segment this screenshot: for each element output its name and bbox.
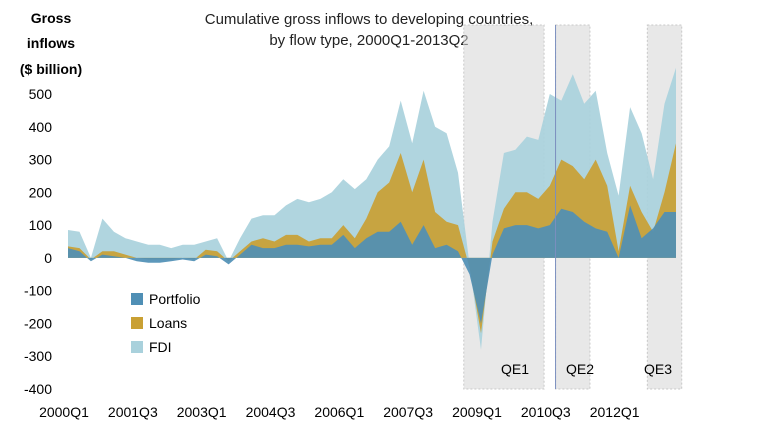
- qe-labels: QE1 QE2 QE3: [501, 361, 672, 377]
- x-ticks: 2000Q1 2001Q3 2003Q1 2004Q3 2006Q1 2007Q3 2009…: [39, 404, 640, 420]
- chart-title-line2: by flow type, 2000Q1-2013Q2: [269, 32, 468, 49]
- y-axis-label-line1: Gross: [31, 10, 72, 26]
- x-tick-label: 2000Q1: [39, 404, 89, 420]
- x-tick-label: 2010Q3: [521, 404, 571, 420]
- y-tick-label: 200: [29, 184, 53, 200]
- y-tick-label: -400: [24, 381, 52, 397]
- legend-label-loans: Loans: [149, 315, 187, 331]
- y-tick-label: 500: [29, 86, 53, 102]
- area-series: [68, 67, 676, 350]
- y-tick-label: -100: [24, 283, 52, 299]
- y-tick-label: 300: [29, 152, 53, 168]
- y-tick-label: 100: [29, 217, 53, 233]
- x-tick-label: 2006Q1: [314, 404, 364, 420]
- qe-label-3: QE3: [644, 361, 672, 377]
- x-tick-label: 2001Q3: [108, 404, 158, 420]
- qe-label-1: QE1: [501, 361, 529, 377]
- legend-label-fdi: FDI: [149, 339, 172, 355]
- area-portfolio: [68, 205, 676, 324]
- legend-swatch-loans: [131, 317, 143, 329]
- legend: Portfolio Loans FDI: [131, 291, 201, 355]
- x-tick-label: 2012Q1: [590, 404, 640, 420]
- x-tick-label: 2003Q1: [177, 404, 227, 420]
- y-ticks: 500 400 300 200 100 0 -100 -200 -300 -400: [24, 86, 52, 397]
- legend-label-portfolio: Portfolio: [149, 291, 201, 307]
- x-tick-label: 2009Q1: [452, 404, 502, 420]
- qe-label-2: QE2: [566, 361, 594, 377]
- y-tick-label: -200: [24, 315, 52, 331]
- x-tick-label: 2007Q3: [383, 404, 433, 420]
- y-tick-label: -300: [24, 348, 52, 364]
- y-tick-label: 0: [44, 250, 52, 266]
- y-axis-label-line3: ($ billion): [20, 61, 82, 77]
- legend-swatch-portfolio: [131, 293, 143, 305]
- legend-swatch-fdi: [131, 341, 143, 353]
- chart-title-line1: Cumulative gross inflows to developing c…: [205, 11, 534, 28]
- y-axis-label-line2: inflows: [27, 35, 75, 51]
- x-tick-label: 2004Q3: [246, 404, 296, 420]
- y-tick-label: 400: [29, 119, 53, 135]
